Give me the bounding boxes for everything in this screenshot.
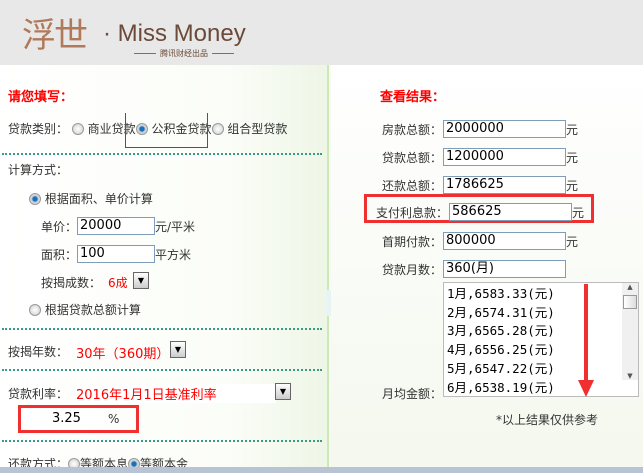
highlight-box-interest <box>364 194 594 223</box>
result-panel: 查看结果： 房款总额： 2000000 元 贷款总额： 1200000 元 还款… <box>331 65 643 467</box>
result-title: 查看结果： <box>380 90 446 105</box>
list-item: 3月,6565.28(元) <box>447 323 555 339</box>
ratio-select[interactable]: 6成 <box>108 276 128 290</box>
rate-select[interactable]: 2016年1月1日基准利率 <box>76 384 276 403</box>
highlight-box-rate <box>18 405 139 433</box>
radio-commercial[interactable] <box>71 123 84 135</box>
unit-price-label: 单价： <box>41 220 78 234</box>
unit-yuan: 元 <box>566 235 579 249</box>
list-item: 6月,6538.19(元) <box>447 379 555 395</box>
red-arrow-down-icon <box>578 284 594 397</box>
repay-total-field[interactable]: 1786625 <box>443 176 566 194</box>
calc-by-total-option[interactable]: 根据贷款总额计算 <box>29 301 141 318</box>
ratio-label: 按揭成数： <box>41 276 102 290</box>
area-input[interactable]: 100 <box>77 245 155 263</box>
ratio-dropdown-arrow-icon[interactable]: ▼ <box>133 272 149 289</box>
loan-type-row: 贷款类别： 商业贷款 公积金贷款 组合型贷款 <box>8 120 287 137</box>
years-dropdown-arrow-icon[interactable]: ▼ <box>170 341 186 358</box>
unit-yuan: 元 <box>566 151 579 165</box>
logo-en: · Miss Money <box>103 20 246 47</box>
unit-price-row: 单价： <box>41 218 77 235</box>
calc-by-area-option[interactable]: 根据面积、单价计算 <box>29 190 153 207</box>
loan-type-commercial[interactable]: 商业贷款 <box>87 122 136 136</box>
unit-yuan: 元 <box>566 179 579 193</box>
radio-calc-area[interactable] <box>29 193 41 205</box>
unit-price-unit: 元/平米 <box>155 220 196 234</box>
list-item: 5月,6547.22(元) <box>447 360 555 376</box>
divider <box>2 328 322 330</box>
years-select[interactable]: 30年（360期） <box>76 347 170 362</box>
months-label: 贷款月数： <box>382 263 443 277</box>
logo-sub: 腾讯财经出品 <box>130 48 238 59</box>
down-payment-field[interactable]: 800000 <box>443 232 566 250</box>
monthly-label: 月均金额： <box>382 387 443 401</box>
highlight-box-loan-type <box>125 113 208 148</box>
list-item: 2月,6574.31(元) <box>447 304 555 320</box>
unit-price-input[interactable]: 20000 <box>77 217 155 235</box>
calc-label: 计算方式： <box>8 163 69 177</box>
house-total-field[interactable]: 2000000 <box>443 120 566 138</box>
radio-combined[interactable] <box>211 123 224 135</box>
result-note: *以上结果仅供参考 <box>496 413 599 427</box>
scrollbar-thumb[interactable] <box>623 295 637 309</box>
repay-total-label: 还款总额： <box>382 179 443 193</box>
years-label: 按揭年数： <box>8 345 69 359</box>
area-label: 面积： <box>41 248 78 262</box>
scrollbar[interactable]: ▲ ▼ <box>622 283 638 380</box>
loan-type-label: 贷款类别： <box>8 122 69 136</box>
rate-unit: % <box>108 412 120 426</box>
radio-calc-total[interactable] <box>29 304 41 316</box>
rate-input[interactable]: 3.25 <box>52 411 104 427</box>
rate-label: 贷款利率： <box>8 387 69 401</box>
loan-type-combined[interactable]: 组合型贷款 <box>227 122 288 136</box>
rate-dropdown-arrow-icon[interactable]: ▼ <box>275 383 291 400</box>
calc-by-total-label: 根据贷款总额计算 <box>44 303 141 317</box>
divider <box>2 440 322 442</box>
header: 浮世 · Miss Money 腾讯财经出品 <box>0 0 643 65</box>
unit-yuan: 元 <box>572 206 585 220</box>
logo-cn: 浮世 <box>22 16 88 56</box>
calc-by-area-label: 根据面积、单价计算 <box>44 192 153 206</box>
bottom-scrollbar[interactable] <box>0 467 643 473</box>
down-payment-label: 首期付款： <box>382 235 443 249</box>
loan-type-provident[interactable]: 公积金贷款 <box>151 122 212 136</box>
house-total-label: 房款总额： <box>382 123 443 137</box>
input-panel: 请您填写： 贷款类别： 商业贷款 公积金贷款 组合型贷款 计算方式： 根据面积、… <box>0 65 329 471</box>
divider <box>2 153 322 155</box>
form-title: 请您填写： <box>8 90 74 105</box>
monthly-list-textarea[interactable]: 1月,6583.33(元) 2月,6574.31(元) 3月,6565.28(元… <box>443 282 639 397</box>
divider <box>2 369 322 371</box>
interest-field[interactable]: 586625 <box>449 203 572 221</box>
list-item: 1月,6583.33(元) <box>447 286 555 301</box>
list-item: 4月,6556.25(元) <box>447 342 555 358</box>
scroll-up-icon[interactable]: ▲ <box>627 283 633 291</box>
loan-total-label: 贷款总额： <box>382 151 443 165</box>
months-field[interactable]: 360(月) <box>443 260 566 278</box>
interest-label: 支付利息款： <box>376 206 449 220</box>
area-unit: 平方米 <box>155 248 192 262</box>
scroll-down-icon[interactable]: ▼ <box>627 372 633 380</box>
loan-total-field[interactable]: 1200000 <box>443 148 566 166</box>
unit-yuan: 元 <box>566 123 579 137</box>
radio-provident[interactable] <box>135 123 148 135</box>
